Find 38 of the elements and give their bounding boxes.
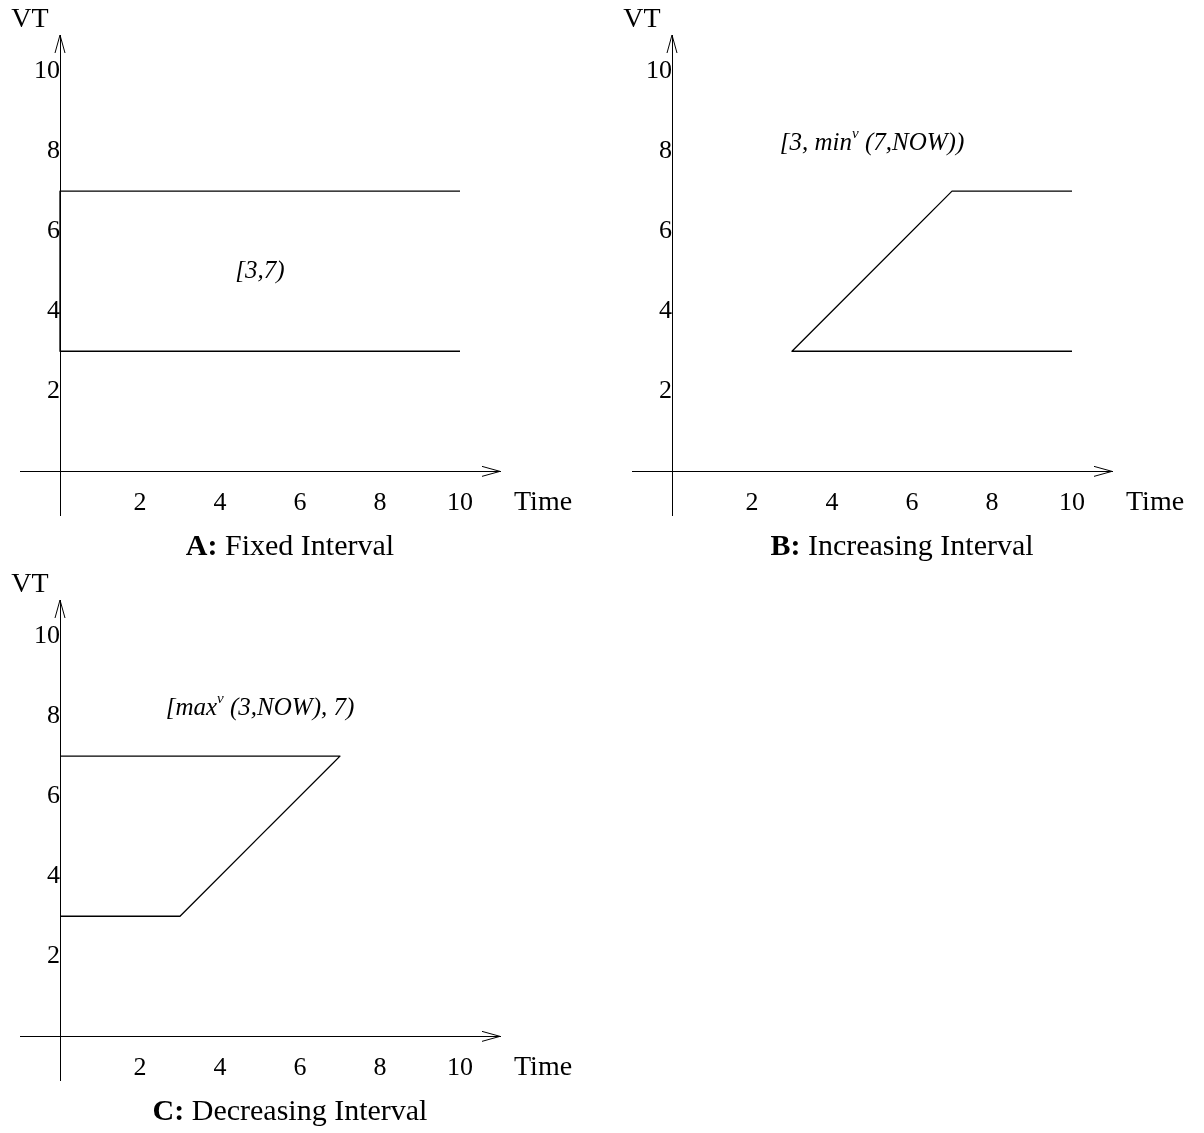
x-tick-label: 6 — [293, 486, 307, 516]
x-tick-label: 10 — [447, 486, 473, 516]
y-tick-label: 2 — [659, 375, 672, 405]
x-tick-label: 10 — [447, 1051, 473, 1081]
x-tick-label: 8 — [373, 486, 387, 516]
y-axis-title: VT — [11, 2, 49, 34]
y-tick-label: 4 — [47, 860, 60, 890]
x-tick-label: 4 — [213, 486, 227, 516]
y-tick-label: 10 — [34, 54, 60, 84]
y-tick-label: 10 — [646, 54, 672, 84]
y-tick-label: 4 — [659, 295, 672, 325]
x-tick-label: 2 — [133, 486, 147, 516]
text: B: Increasing Interval — [769, 528, 1035, 562]
y-axis-title: VT — [623, 2, 661, 34]
x-tick-label: 2 — [745, 486, 759, 516]
y-tick-label: 8 — [659, 134, 672, 164]
annotation: [3,7) — [235, 255, 285, 284]
x-tick-label: 6 — [905, 486, 919, 516]
x-tick-label: 8 — [985, 486, 999, 516]
x-axis-title: Time — [514, 484, 573, 516]
y-tick-label: 8 — [47, 699, 60, 729]
x-tick-label: 10 — [1059, 486, 1085, 516]
x-axis-title: Time — [514, 1049, 573, 1081]
text: C: Decreasing Interval — [151, 1093, 429, 1127]
x-tick-label: 4 — [825, 486, 839, 516]
x-tick-label: 8 — [373, 1051, 387, 1081]
x-tick-label: 2 — [133, 1051, 147, 1081]
y-tick-label: 2 — [47, 375, 60, 405]
y-tick-label: 6 — [659, 214, 672, 244]
x-axis-title: Time — [1126, 484, 1185, 516]
y-tick-label: 6 — [47, 779, 60, 809]
y-axis-title: VT — [11, 567, 49, 599]
text: A: Fixed Interval — [184, 528, 396, 562]
x-tick-label: 4 — [213, 1051, 227, 1081]
y-tick-label: 10 — [34, 619, 60, 649]
x-tick-label: 6 — [293, 1051, 307, 1081]
y-tick-label: 2 — [47, 940, 60, 970]
y-tick-label: 8 — [47, 134, 60, 164]
